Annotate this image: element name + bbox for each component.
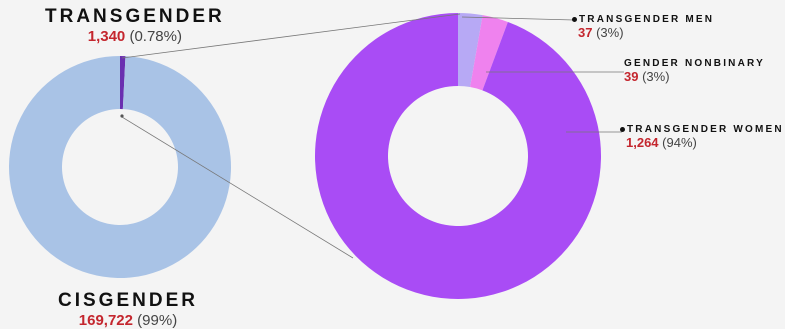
gender-nonbinary-count: 39: [624, 69, 639, 84]
transgender-men-marker: [572, 16, 577, 22]
transgender-men-label: TRANSGENDER MEN 37 (3%): [572, 14, 714, 40]
transgender-women-count: 1,264: [626, 135, 659, 150]
transgender-men-percent: (3%): [596, 25, 624, 40]
zoom-line-bottom: [121, 116, 354, 259]
breakdown-slice-transgender-men: [458, 13, 483, 88]
transgender-women-name: TRANSGENDER WOMEN: [627, 124, 784, 135]
cisgender-name: CISGENDER: [58, 290, 198, 311]
overall-donut: [8, 56, 231, 278]
overall-slice-transgender: [120, 56, 126, 110]
gender-nonbinary-label: GENDER NONBINARY 39 (3%): [624, 58, 765, 84]
transgender-label: TRANSGENDER 1,340 (0.78%): [45, 6, 225, 45]
transgender-value-line: 1,340 (0.78%): [45, 28, 225, 45]
cisgender-count: 169,722: [78, 312, 133, 329]
cisgender-label: CISGENDER 169,722 (99%): [58, 290, 198, 329]
transgender-women-marker: [620, 126, 625, 132]
breakdown-slice-gender-nonbinary: [470, 15, 508, 91]
gender-nonbinary-name: GENDER NONBINARY: [624, 58, 765, 69]
overall-slice-cisgender: [8, 56, 231, 278]
transgender-women-label: TRANSGENDER WOMEN 1,264 (94%): [620, 124, 784, 150]
zoom-line-top: [121, 13, 461, 59]
transgender-count: 1,340: [87, 28, 126, 45]
connector-lines: [120, 13, 624, 259]
cisgender-percent: (99%): [137, 312, 178, 329]
transgender-men-count: 37: [578, 25, 593, 40]
transgender-men-value-line: 37 (3%): [578, 25, 714, 40]
gender-nonbinary-value-line: 39 (3%): [624, 69, 765, 84]
zoom-origin-marker: [120, 114, 124, 118]
leader-transgender-men: [461, 16, 575, 21]
breakdown-slice-transgender-women: [314, 13, 601, 299]
gender-nonbinary-percent: (3%): [642, 69, 670, 84]
transgender-men-name: TRANSGENDER MEN: [579, 14, 715, 25]
transgender-name: TRANSGENDER: [45, 6, 225, 27]
transgender-percent: (0.78%): [129, 28, 182, 45]
cisgender-value-line: 169,722 (99%): [58, 312, 198, 329]
transgender-breakdown-donut: [314, 13, 601, 299]
transgender-women-percent: (94%): [662, 135, 697, 150]
transgender-women-value-line: 1,264 (94%): [626, 135, 784, 150]
